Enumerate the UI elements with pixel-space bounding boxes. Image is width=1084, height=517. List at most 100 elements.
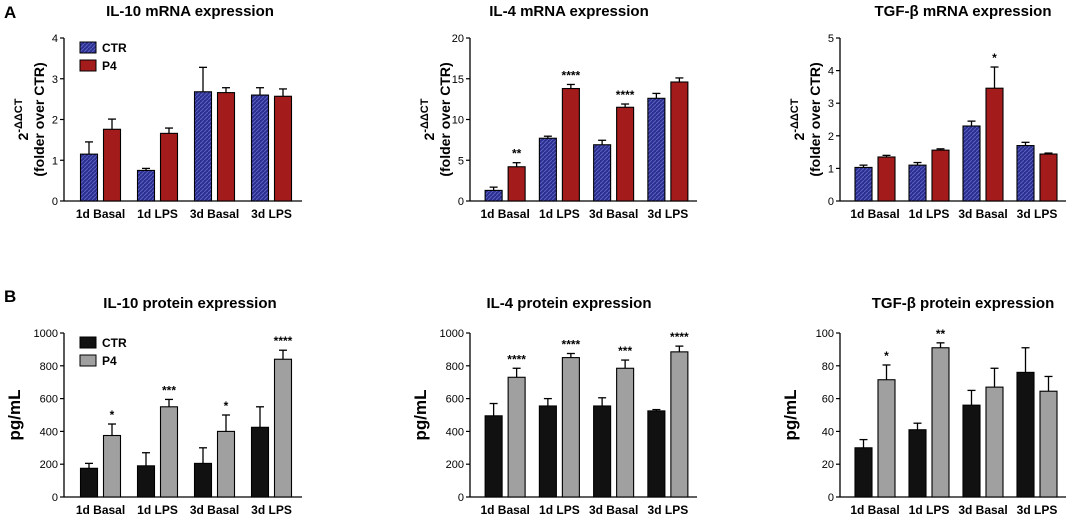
chart-title: IL-4 protein expression xyxy=(486,295,651,312)
bar-p4 xyxy=(931,347,950,498)
significance-marker: *** xyxy=(618,344,632,358)
y-tick-label: 2 xyxy=(828,131,834,143)
category-label: 1d LPS xyxy=(539,503,580,517)
chart-5: IL-4 protein expression 0 200 400 600 800 1000… xyxy=(411,295,697,517)
bar-p4 xyxy=(507,166,526,202)
category-label: 3d Basal xyxy=(589,207,638,221)
legend-label-p4: P4 xyxy=(102,59,117,73)
bar-p4 xyxy=(273,358,293,498)
y-tick-label: 400 xyxy=(446,426,464,438)
bar-ctr xyxy=(854,447,873,498)
bar-ctr xyxy=(136,465,156,498)
chart-title: IL-10 mRNA expression xyxy=(106,3,274,20)
bar-ctr xyxy=(1016,145,1035,202)
bar-p4 xyxy=(616,106,635,202)
bar-ctr xyxy=(647,410,666,498)
significance-marker: *** xyxy=(162,383,176,397)
significance-marker: **** xyxy=(670,330,689,344)
y-axis-label: pg/mL xyxy=(781,390,800,441)
chart-title: TGF-β mRNA expression xyxy=(875,3,1052,20)
bar-p4 xyxy=(670,81,689,202)
legend-label-ctr: CTR xyxy=(102,41,127,55)
bar-p4 xyxy=(877,156,896,202)
significance-marker: **** xyxy=(507,352,526,366)
y-tick-label: 1000 xyxy=(34,328,58,340)
bar-ctr xyxy=(908,429,927,498)
y-axis-label-base: 2 xyxy=(15,132,31,140)
y-tick-label: 100 xyxy=(816,328,834,340)
chart-title: TGF-β protein expression xyxy=(872,295,1055,312)
legend-swatch-ctr xyxy=(79,336,97,349)
y-tick-label: 1 xyxy=(828,163,834,175)
y-axis-label: 2-ΔΔCT xyxy=(13,98,31,140)
category-label: 1d Basal xyxy=(850,207,899,221)
y-tick-label: 1 xyxy=(52,155,58,167)
bar-ctr xyxy=(962,125,981,202)
y-tick-label: 2 xyxy=(52,115,58,127)
chart-6: TGF-β protein expression 0 20 40 60 80 100 pg/m… xyxy=(781,295,1066,517)
significance-marker: **** xyxy=(562,68,581,82)
significance-marker: * xyxy=(992,51,997,65)
category-label: 1d LPS xyxy=(539,207,580,221)
category-label: 3d Basal xyxy=(589,503,638,517)
category-label: 1d Basal xyxy=(850,503,899,517)
significance-marker: * xyxy=(884,349,889,363)
bar-p4 xyxy=(273,95,293,202)
category-label: 3d LPS xyxy=(648,503,689,517)
y-axis-label-line2: (folder over CTR) xyxy=(31,62,47,176)
y-tick-label: 400 xyxy=(40,426,58,438)
bar-p4 xyxy=(216,92,236,202)
significance-marker: ** xyxy=(512,147,522,161)
bar-p4 xyxy=(159,406,179,498)
category-label: 3d LPS xyxy=(251,207,292,221)
y-tick-label: 200 xyxy=(40,459,58,471)
bar-p4 xyxy=(561,87,580,202)
category-label: 3d Basal xyxy=(190,207,239,221)
bar-ctr xyxy=(484,415,503,498)
category-label: 3d Basal xyxy=(958,207,1007,221)
category-label: 3d LPS xyxy=(648,207,689,221)
y-axis-label-superscript: -ΔΔCT xyxy=(13,98,25,132)
y-axis-label-base: 2 xyxy=(791,132,807,140)
y-axis-label-superscript: -ΔΔCT xyxy=(419,98,431,132)
bar-p4 xyxy=(877,379,896,498)
legend-swatch-p4 xyxy=(79,59,97,72)
y-axis-label-line2: (folder over CTR) xyxy=(807,62,823,176)
bar-p4 xyxy=(216,430,236,498)
bar-p4 xyxy=(507,376,526,498)
legend-swatch-ctr xyxy=(79,41,97,54)
y-tick-label: 0 xyxy=(828,492,834,504)
y-tick-label: 40 xyxy=(822,426,834,438)
category-label: 3d LPS xyxy=(251,503,292,517)
bar-ctr xyxy=(484,189,503,202)
bar-ctr xyxy=(250,426,270,498)
category-label: 1d LPS xyxy=(137,207,178,221)
y-tick-label: 4 xyxy=(828,66,834,78)
bar-ctr xyxy=(962,404,981,498)
legend-label-ctr: CTR xyxy=(102,336,127,350)
category-label: 3d Basal xyxy=(958,503,1007,517)
bar-p4 xyxy=(670,351,689,498)
bar-ctr xyxy=(79,467,99,498)
bar-ctr xyxy=(193,91,213,202)
y-tick-label: 80 xyxy=(822,361,834,373)
y-tick-label: 600 xyxy=(40,394,58,406)
y-tick-label: 0 xyxy=(458,492,464,504)
bar-ctr xyxy=(538,405,557,498)
category-label: 1d Basal xyxy=(480,503,529,517)
y-tick-label: 10 xyxy=(452,115,464,127)
y-tick-label: 200 xyxy=(446,459,464,471)
y-tick-label: 4 xyxy=(52,33,58,45)
bar-ctr xyxy=(136,169,156,202)
significance-marker: * xyxy=(110,408,115,422)
legend-label-p4: P4 xyxy=(102,354,117,368)
y-tick-label: 0 xyxy=(458,196,464,208)
bar-p4 xyxy=(931,149,950,202)
y-axis-label-base: 2 xyxy=(421,132,437,140)
bar-ctr xyxy=(250,94,270,202)
y-tick-label: 20 xyxy=(822,459,834,471)
